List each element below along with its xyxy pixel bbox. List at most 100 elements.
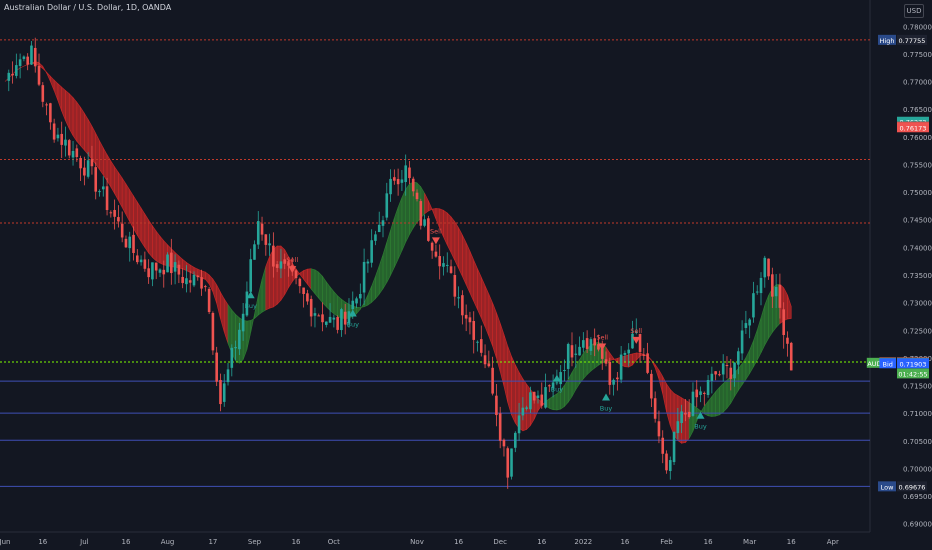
y-tick-label: 0.70000 [903, 465, 932, 473]
trend-band-segment [303, 268, 308, 286]
candle-body [170, 252, 173, 274]
trend-band-segment [148, 219, 153, 259]
y-tick-label: 0.74500 [903, 217, 932, 225]
trend-band-segment [669, 388, 675, 436]
trend-band-segment [205, 271, 210, 285]
candle-body [215, 352, 218, 382]
trend-band-segment [80, 106, 85, 151]
trend-band-segment [102, 146, 108, 182]
trend-band-segment [212, 278, 217, 304]
candle-body [771, 274, 774, 297]
candle-body [94, 167, 98, 192]
trend-band [4, 61, 792, 444]
candle-body [672, 431, 676, 463]
candle-body [646, 353, 649, 373]
trend-band-segment [114, 165, 119, 201]
trend-band-segment [632, 352, 637, 366]
candle-body [498, 413, 502, 441]
candle-body [211, 312, 215, 351]
trend-band-segment [99, 140, 104, 176]
candle-body [661, 437, 665, 454]
candle-body [37, 66, 41, 85]
trend-band-segment [431, 208, 437, 220]
candle-body [653, 398, 657, 419]
trend-band-segment [496, 312, 501, 372]
candle-body [650, 373, 653, 399]
candle-body [585, 338, 589, 349]
trend-band-segment [250, 314, 255, 333]
candle-body [445, 264, 449, 266]
x-tick-label: 16 [537, 538, 546, 546]
candle-body [83, 167, 86, 176]
trend-band-segment [367, 285, 372, 306]
candle-body [15, 65, 18, 76]
candle-body [313, 313, 317, 316]
candle-body [370, 240, 373, 263]
x-tick-label: 17 [208, 538, 217, 546]
candle-body [192, 274, 196, 286]
trend-band-segment [137, 201, 142, 243]
trend-band-segment [375, 265, 380, 300]
trend-band-segment [57, 83, 63, 112]
candle-body [219, 379, 222, 405]
candle-body [514, 432, 517, 448]
candle-body [396, 179, 400, 185]
candle-body [725, 364, 729, 366]
candle-body [302, 287, 305, 295]
candle-body [196, 275, 200, 278]
sell-signal-marker [598, 343, 607, 351]
trend-band-segment [91, 126, 97, 166]
x-tick-label: 16 [38, 538, 47, 546]
candle-body [389, 178, 392, 195]
candle-body [502, 439, 506, 447]
price-tag-name-bg [879, 358, 896, 369]
x-tick-label: 16 [704, 538, 713, 546]
candle-body [98, 191, 101, 193]
trend-band-segment [446, 212, 452, 253]
candle-body [272, 245, 275, 267]
trend-band-segment [745, 349, 750, 381]
candle-body [521, 407, 525, 416]
candle-body [495, 395, 498, 416]
candle-body [166, 254, 169, 273]
y-tick-label: 0.76000 [903, 134, 932, 142]
candle-body [468, 317, 472, 323]
candle-body [774, 286, 778, 297]
trend-band-segment [469, 251, 475, 302]
trend-band-segment [435, 208, 441, 229]
candle-body [483, 355, 487, 365]
candle-body [536, 395, 540, 398]
candle-body [309, 298, 313, 317]
price-tag-value: 01:42:55 [898, 370, 927, 378]
trend-band-segment [216, 284, 221, 319]
candle-body [139, 259, 143, 263]
trend-band-segment [276, 245, 282, 306]
candle-body [665, 453, 668, 471]
trend-band-segment [484, 285, 490, 337]
trend-band-segment [261, 266, 267, 313]
candle-body [619, 354, 623, 380]
y-tick-label: 0.73500 [903, 272, 932, 280]
y-tick-label: 0.77500 [903, 51, 932, 59]
candle-body [476, 341, 479, 343]
trend-band-segment [756, 317, 762, 361]
trend-band-segment [72, 96, 78, 143]
trend-band-segment [428, 200, 433, 212]
trend-band-segment [220, 291, 225, 332]
y-tick-label: 0.69000 [903, 521, 932, 529]
currency-button[interactable]: USD [904, 4, 924, 18]
x-tick-label: Feb [660, 538, 673, 546]
candle-body [453, 275, 457, 297]
candle-body [147, 268, 150, 278]
candle-body [385, 193, 389, 218]
candle-body [238, 329, 241, 350]
trend-band-segment [662, 376, 667, 412]
candle-body [340, 309, 343, 331]
candle-body [268, 243, 271, 246]
trend-band-segment [87, 118, 93, 161]
x-tick-label: Aug [161, 538, 175, 546]
candle-body [464, 314, 468, 319]
price-tag-bg [897, 122, 929, 133]
x-tick-label: Dec [493, 538, 507, 546]
